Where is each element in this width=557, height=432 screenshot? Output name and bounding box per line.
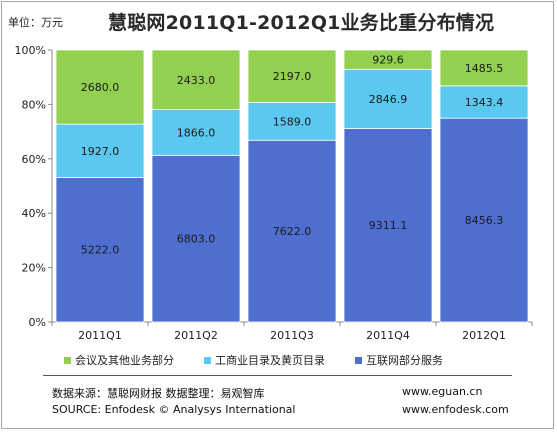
legend-swatch-directory (204, 356, 211, 364)
source-cn: 数据来源：慧聪网财报 数据整理：易观智库 (52, 387, 265, 400)
x-tick-label: 2011Q3 (270, 329, 314, 342)
legend-item-other: 会议及其他业务部分 (64, 352, 174, 368)
unit-label: 单位：万元 (8, 16, 63, 29)
x-tick-label: 2012Q1 (462, 329, 506, 342)
legend-item-internet: 互联网部分服务 (355, 352, 443, 368)
data-label: 1485.5 (465, 62, 504, 75)
bar-segment (343, 68, 433, 129)
data-label: 1866.0 (177, 126, 216, 139)
data-label: 1589.0 (273, 115, 312, 128)
data-label: 2433.0 (177, 74, 216, 87)
y-tick-label: 40% (22, 207, 46, 220)
legend-swatch-other (64, 356, 71, 364)
bar-segment (343, 128, 433, 323)
bar-segment (55, 123, 145, 178)
data-label: 5222.0 (81, 244, 120, 257)
bar-segment (439, 85, 529, 119)
data-label: 9311.1 (369, 219, 408, 232)
data-label: 6803.0 (177, 233, 216, 246)
legend-label-directory: 工商业目录及黄页目录 (215, 354, 325, 367)
source-en: SOURCE: Enfodesk © Analysys Internationa… (52, 403, 296, 416)
bar-segment (247, 49, 337, 103)
legend-item-directory: 工商业目录及黄页目录 (204, 352, 325, 368)
y-tick-label: 60% (22, 153, 46, 166)
data-label: 2846.9 (369, 93, 408, 106)
chart-title: 慧聪网2011Q1-2012Q1业务比重分布情况 (108, 12, 495, 34)
data-label: 8456.3 (465, 214, 504, 227)
bar-segment (151, 154, 241, 323)
footer-divider (43, 375, 512, 376)
bar-segment (247, 101, 337, 141)
bar-segment (439, 49, 529, 87)
bar-segment (55, 177, 145, 323)
bar-segment (343, 49, 433, 70)
bar-segment (439, 117, 529, 323)
y-tick-label: 0% (29, 316, 46, 329)
data-label: 2680.0 (81, 81, 120, 94)
url-enfodesk: www.enfodesk.com (402, 403, 509, 416)
bar-segment (247, 139, 337, 323)
url-eguan: www.eguan.cn (402, 385, 483, 398)
data-label: 7622.0 (273, 225, 312, 238)
y-tick-label: 20% (22, 262, 46, 275)
legend-label-other: 会议及其他业务部分 (75, 354, 174, 367)
y-tick-label: 80% (22, 98, 46, 111)
bar-segment (55, 49, 145, 125)
x-tick-label: 2011Q1 (78, 329, 122, 342)
y-tick-label: 100% (15, 44, 46, 57)
data-label: 1927.0 (81, 145, 120, 158)
bar-segment (151, 49, 241, 111)
data-label: 1343.4 (465, 96, 504, 109)
x-tick-label: 2011Q4 (366, 329, 410, 342)
legend: 会议及其他业务部分 工商业目录及黄页目录 互联网部分服务 (64, 352, 443, 368)
legend-label-internet: 互联网部分服务 (366, 354, 443, 367)
x-tick-label: 2011Q2 (174, 329, 218, 342)
legend-swatch-internet (355, 356, 362, 364)
data-label: 2197.0 (273, 70, 312, 83)
data-label: 929.6 (372, 54, 404, 67)
bar-segment (151, 109, 241, 156)
